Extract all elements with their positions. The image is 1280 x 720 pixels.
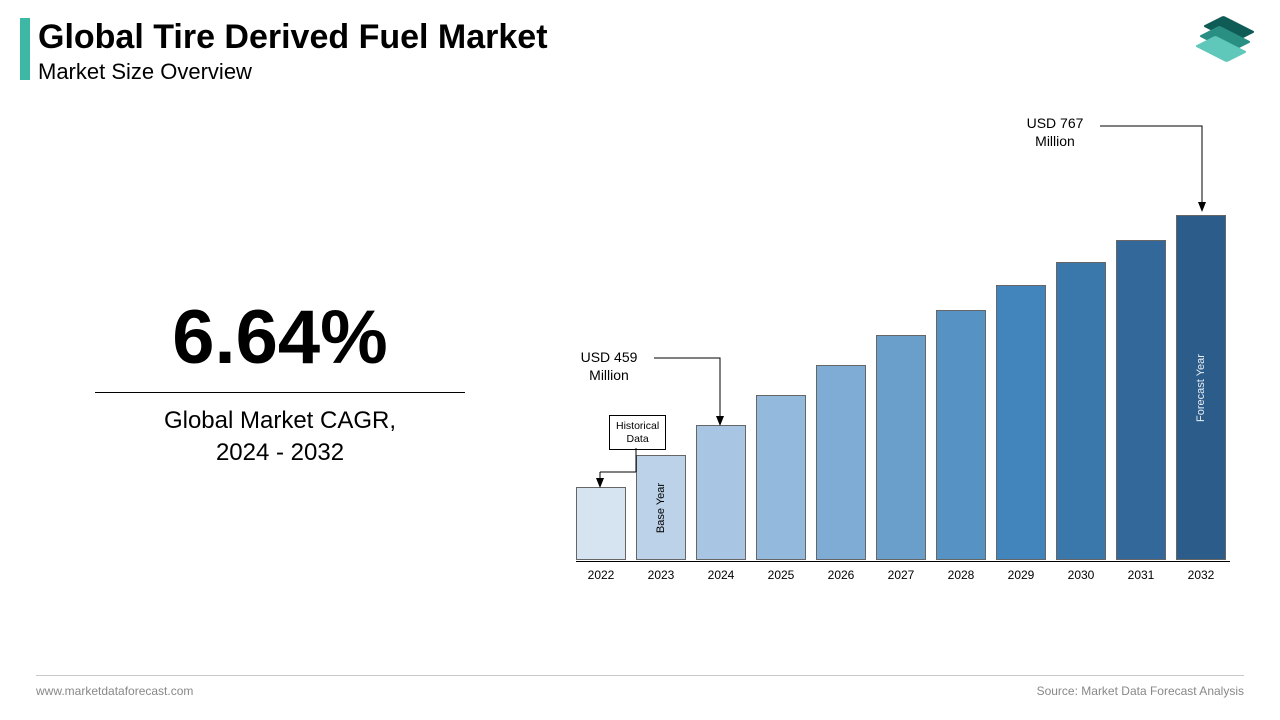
x-label: 2023 [636,568,686,582]
bar-2023: Base Year [636,455,686,560]
page-root: Global Tire Derived Fuel Market Market S… [0,0,1280,720]
bar-inner-label: Base Year [655,482,667,532]
x-label: 2030 [1056,568,1106,582]
bar-inner-label: Forecast Year [1195,354,1207,422]
bar-2024 [696,425,746,560]
cagr-label: Global Market CAGR, 2024 - 2032 [70,405,490,470]
bar-2032: Forecast Year [1176,215,1226,560]
cagr-value: 6.64% [70,300,490,376]
x-label: 2027 [876,568,926,582]
bar-2030 [1056,262,1106,560]
header: Global Tire Derived Fuel Market Market S… [38,18,548,85]
bar-2027 [876,335,926,560]
x-axis [576,561,1230,562]
bar-2031 [1116,240,1166,560]
x-label: 2031 [1116,568,1166,582]
x-label: 2029 [996,568,1046,582]
cagr-block: 6.64% Global Market CAGR, 2024 - 2032 [70,300,490,470]
market-bar-chart: Base Year Forecast Year 2022 2023 2024 2025 2… [576,190,1230,590]
hist-box-line2: Data [627,433,649,445]
x-label: 2022 [576,568,626,582]
bar-2022 [576,487,626,560]
x-label: 2028 [936,568,986,582]
cagr-label-line1: Global Market CAGR, [164,407,396,434]
x-label: 2025 [756,568,806,582]
callout-end-line2: Million [1035,133,1075,149]
historical-data-box: Historical Data [609,415,666,450]
callout-end-value: USD 767 Million [1010,114,1100,150]
bar-2029 [996,285,1046,560]
cagr-divider [95,392,465,393]
footer-url: www.marketdataforecast.com [36,684,193,698]
bar-2028 [936,310,986,560]
callout-end-line1: USD 767 [1027,115,1084,131]
x-label: 2026 [816,568,866,582]
chart-plot-area: Base Year Forecast Year [576,190,1230,560]
callout-start-value: USD 459 Million [564,348,654,384]
x-label: 2032 [1176,568,1226,582]
hist-box-line1: Historical [616,420,659,432]
x-label: 2024 [696,568,746,582]
footer-source: Source: Market Data Forecast Analysis [1037,684,1244,698]
callout-start-line2: Million [589,367,629,383]
page-title: Global Tire Derived Fuel Market [38,18,548,57]
footer-divider [36,675,1244,676]
accent-bar [20,18,30,80]
page-subtitle: Market Size Overview [38,59,548,85]
cagr-label-line2: 2024 - 2032 [216,439,344,466]
callout-start-line1: USD 459 [581,349,638,365]
bar-2026 [816,365,866,560]
bar-2025 [756,395,806,560]
brand-logo-icon [1204,14,1256,66]
